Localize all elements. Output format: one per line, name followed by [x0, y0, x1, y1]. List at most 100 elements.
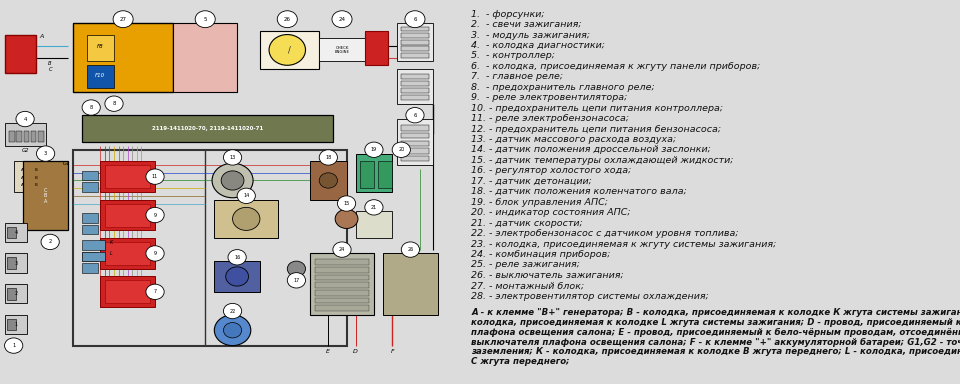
Bar: [315, 290, 370, 296]
Text: 2: 2: [48, 239, 52, 245]
Text: 14: 14: [243, 193, 250, 199]
Text: 12. - предохранитель цепи питания бензонасоса;: 12. - предохранитель цепи питания бензон…: [471, 124, 721, 134]
Text: B: B: [36, 183, 37, 187]
Bar: [105, 165, 151, 188]
Circle shape: [228, 250, 247, 265]
Text: 18. - датчик положения коленчатого вала;: 18. - датчик положения коленчатого вала;: [471, 187, 687, 196]
Bar: [10, 131, 14, 142]
Circle shape: [36, 146, 55, 161]
Bar: [401, 95, 429, 100]
Text: /: /: [288, 45, 291, 55]
Text: 18: 18: [325, 155, 331, 160]
Text: выключателя плафона освещения салона; F - к клемме "+" аккумуляторной батареи; G: выключателя плафона освещения салона; F …: [471, 338, 960, 346]
Bar: [23, 161, 68, 230]
Text: 24. - комбинация приборов;: 24. - комбинация приборов;: [471, 250, 611, 259]
Circle shape: [83, 100, 101, 115]
Bar: [401, 81, 429, 86]
Bar: [73, 150, 347, 346]
Text: 7: 7: [154, 289, 156, 295]
Bar: [73, 23, 174, 92]
Text: 21: 21: [371, 205, 377, 210]
Text: 9: 9: [154, 212, 156, 218]
Text: 7.  - главное реле;: 7. - главное реле;: [471, 72, 564, 81]
Circle shape: [16, 111, 35, 127]
Bar: [101, 276, 156, 307]
Bar: [356, 154, 393, 192]
Text: 16. - регулятор холостого хода;: 16. - регулятор холостого хода;: [471, 166, 632, 175]
Bar: [5, 315, 28, 334]
Text: F10: F10: [95, 73, 106, 78]
Text: E: E: [326, 349, 330, 354]
Text: 6: 6: [413, 113, 417, 118]
Bar: [396, 69, 433, 104]
Text: 15: 15: [344, 201, 349, 206]
Text: 27. - монтажный блок;: 27. - монтажный блок;: [471, 281, 585, 290]
Bar: [401, 46, 429, 51]
Text: 4: 4: [14, 230, 17, 235]
Bar: [214, 261, 260, 292]
Bar: [83, 225, 98, 234]
Circle shape: [269, 35, 305, 65]
Bar: [315, 267, 370, 273]
Circle shape: [5, 338, 23, 353]
Circle shape: [393, 142, 411, 157]
Text: С: С: [48, 67, 52, 72]
Bar: [16, 131, 22, 142]
Bar: [105, 204, 151, 227]
Bar: [401, 40, 429, 45]
Bar: [401, 74, 429, 79]
Circle shape: [405, 11, 425, 28]
Text: 13: 13: [229, 155, 236, 160]
Bar: [83, 115, 333, 142]
Circle shape: [195, 11, 215, 28]
Text: 5.  - контроллер;: 5. - контроллер;: [471, 51, 555, 60]
Text: 1: 1: [12, 343, 15, 348]
Text: 5: 5: [204, 17, 207, 22]
Bar: [5, 35, 36, 73]
Text: L: L: [109, 252, 112, 257]
Text: 8: 8: [112, 101, 116, 106]
Text: 9: 9: [154, 251, 156, 256]
Bar: [315, 305, 370, 311]
Circle shape: [105, 96, 123, 111]
Circle shape: [287, 273, 305, 288]
Circle shape: [365, 200, 383, 215]
Bar: [315, 282, 370, 288]
Bar: [401, 133, 429, 138]
Text: 25. - реле зажигания;: 25. - реле зажигания;: [471, 260, 580, 270]
Circle shape: [287, 261, 305, 276]
Circle shape: [146, 246, 164, 261]
Text: колодка, присоединяемая к колодке L жгута системы зажигания; D - провод, присоед: колодка, присоединяемая к колодке L жгут…: [471, 318, 960, 327]
Bar: [401, 156, 429, 161]
Circle shape: [401, 242, 420, 257]
Circle shape: [224, 323, 242, 338]
Text: D: D: [353, 349, 358, 354]
Bar: [5, 123, 46, 146]
Bar: [401, 53, 429, 58]
Text: 16: 16: [234, 255, 240, 260]
Bar: [315, 298, 370, 303]
Text: 1: 1: [14, 322, 17, 327]
Text: плафона освещения салона; Е - провод, присоединяемый к бело-чёрным проводам, отс: плафона освещения салона; Е - провод, пр…: [471, 328, 960, 337]
Text: 20. - индикатор состояния АПС;: 20. - индикатор состояния АПС;: [471, 208, 631, 217]
Text: 26. - выключатель зажигания;: 26. - выключатель зажигания;: [471, 271, 624, 280]
Bar: [383, 253, 438, 315]
Text: CHECK
ENGINE: CHECK ENGINE: [334, 46, 349, 54]
Text: A: A: [21, 175, 24, 180]
Text: 13. - датчик массового расхода воздуха;: 13. - датчик массового расхода воздуха;: [471, 135, 677, 144]
Bar: [105, 280, 151, 303]
Text: C
B
A: C B A: [44, 187, 47, 204]
Text: заземления; К - колодка, присоединяемая к колодке В жгута переднего; L - колодка: заземления; К - колодка, присоединяемая …: [471, 347, 960, 356]
Text: 8: 8: [89, 105, 93, 110]
Text: B: B: [36, 175, 37, 180]
Text: С жгута переднего;: С жгута переднего;: [471, 357, 569, 366]
Text: 24: 24: [339, 17, 346, 22]
Bar: [83, 252, 98, 261]
Bar: [13, 161, 50, 192]
Circle shape: [406, 108, 424, 123]
Bar: [5, 284, 28, 303]
Bar: [401, 27, 429, 31]
Bar: [83, 252, 105, 261]
Text: F8: F8: [97, 44, 104, 49]
Text: 11: 11: [152, 174, 158, 179]
